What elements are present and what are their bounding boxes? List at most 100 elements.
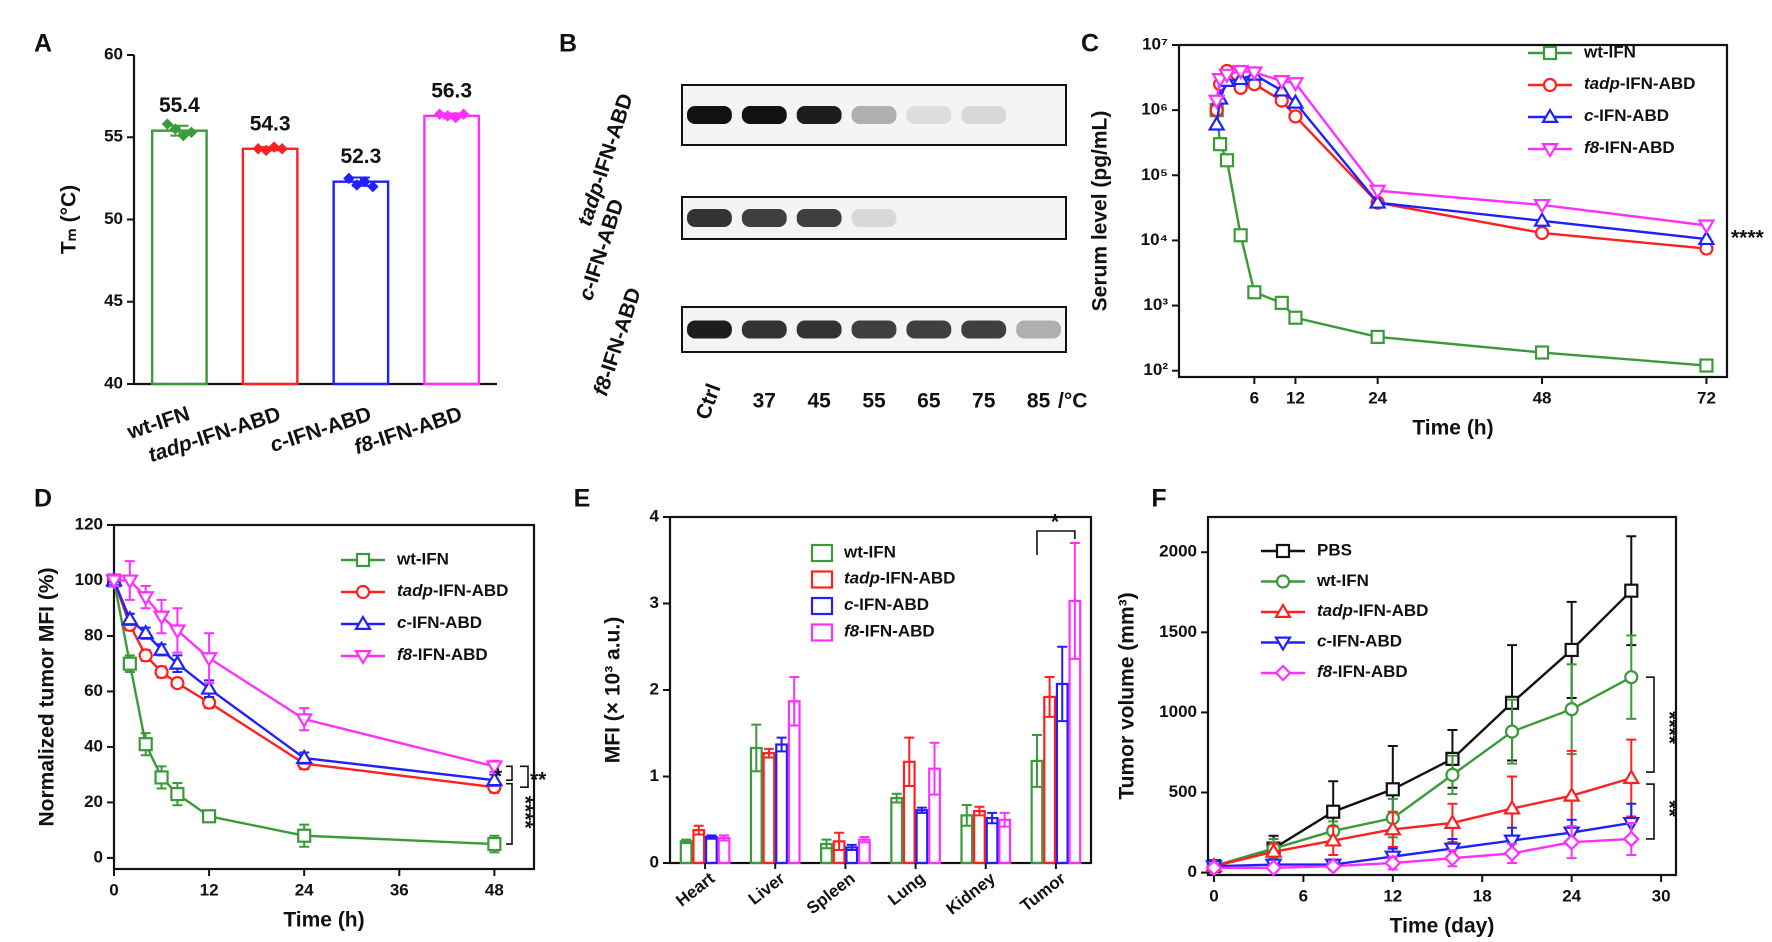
marker (1445, 767, 1460, 782)
x-axis-label: Time (h) (1412, 417, 1493, 440)
y-tick-label: 100 (75, 570, 103, 589)
plain-part: -IFN-ABD (880, 569, 956, 588)
marker (1564, 642, 1579, 658)
marker (169, 123, 182, 135)
annotation: * (494, 765, 503, 788)
sig-bracket (1646, 676, 1655, 773)
series-line (1213, 821, 1632, 868)
plain-part: -IFN-ABD (1620, 74, 1696, 93)
y-axis-label: MFI (× 10³ a.u.) (602, 617, 625, 763)
legend-label: c-IFN-ABD (397, 613, 482, 632)
marker (1212, 137, 1228, 152)
plain-part: -IFN-ABD (412, 645, 488, 664)
marker (1699, 358, 1714, 373)
y-tick-label: 2 (650, 679, 659, 698)
error-bar (719, 834, 730, 842)
legend-label: PBS (1317, 540, 1352, 559)
value-label: 52.3 (340, 145, 381, 168)
marker (1231, 64, 1250, 81)
marker (152, 640, 171, 656)
error-bar (693, 824, 704, 836)
band (1016, 320, 1061, 339)
marker (485, 760, 504, 776)
band (851, 320, 897, 339)
legend-label: wt-IFN (396, 549, 449, 568)
series-line (1213, 837, 1632, 869)
error-bar (763, 747, 774, 759)
marker (276, 143, 288, 155)
plain-part: -IFN-ABD (1326, 632, 1402, 651)
x-tick-label: 12 (1383, 886, 1402, 905)
band (741, 320, 787, 339)
error-bar (1057, 645, 1068, 723)
marker (1534, 345, 1550, 360)
y-tick-label: 3 (650, 593, 659, 612)
bar (973, 809, 986, 865)
band (961, 320, 1007, 339)
marker (200, 652, 219, 668)
band (906, 320, 952, 339)
panel-letter: A (34, 30, 52, 58)
marker (433, 108, 446, 120)
marker (1219, 153, 1235, 168)
y-tick-label: 500 (1169, 782, 1197, 801)
x-axis-label: Time (day) (1390, 915, 1495, 938)
x-tick-label: Tumor (1017, 868, 1070, 915)
annotation: **** (513, 796, 536, 830)
legend-label: wt-IFN (843, 542, 896, 561)
marker (367, 180, 379, 193)
marker (1541, 143, 1559, 159)
plot-frame (112, 523, 536, 871)
marker (1384, 854, 1402, 872)
plain-part: -IFN-ABD (433, 581, 509, 600)
marker (1265, 859, 1283, 877)
y-tick-label: 1000 (1159, 702, 1197, 721)
marker (120, 574, 139, 590)
legend-label: wt-IFN (1316, 571, 1369, 590)
marker (355, 552, 371, 568)
marker (1274, 636, 1292, 652)
marker (154, 770, 169, 785)
marker (1272, 75, 1291, 91)
legend-swatch (810, 623, 834, 642)
y-tick-label: 40 (104, 373, 123, 392)
italic-part: f8 (397, 645, 413, 664)
marker (138, 737, 153, 752)
lane-label: 65 (917, 390, 941, 413)
bar (762, 752, 776, 865)
legend-label: c-IFN-ABD (844, 595, 929, 614)
italic-part: c (1584, 106, 1594, 125)
marker (457, 108, 470, 120)
marker (1541, 107, 1559, 124)
marker (201, 695, 217, 710)
x-tick-label: 24 (1562, 886, 1581, 905)
error-bar (751, 723, 762, 773)
band (687, 209, 732, 227)
lane-label: 75 (972, 390, 996, 413)
marker (1274, 664, 1292, 682)
marker (161, 118, 174, 130)
marker (1533, 198, 1551, 215)
italic-part: f8 (1317, 662, 1333, 681)
y-tick-label: 1500 (1159, 622, 1197, 641)
error-bar (821, 838, 832, 850)
marker (1533, 211, 1551, 227)
band (796, 106, 842, 124)
italic-part: tadp (1317, 601, 1353, 620)
x-tick-label: Heart (672, 869, 718, 911)
annotation: ** (1657, 800, 1680, 817)
marker (1233, 228, 1248, 243)
band (961, 106, 1007, 124)
error-bar (961, 804, 972, 827)
marker (1542, 45, 1558, 61)
y-tick-label: 10⁴ (1141, 230, 1168, 249)
band (741, 209, 787, 227)
series-line (112, 580, 495, 846)
value-label: 54.3 (250, 112, 291, 135)
plain-part: -IFN-ABD (1599, 138, 1675, 157)
error-bar (904, 736, 915, 788)
value-label: 56.3 (431, 79, 472, 102)
series-line (1213, 589, 1633, 868)
marker (1563, 833, 1581, 851)
bar (332, 180, 390, 386)
